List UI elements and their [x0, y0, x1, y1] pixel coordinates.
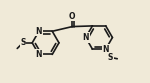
Text: S: S [108, 53, 113, 62]
Text: N: N [36, 50, 42, 59]
Text: N: N [36, 27, 42, 36]
Text: N: N [82, 33, 89, 42]
Text: O: O [69, 12, 76, 21]
Text: S: S [20, 38, 26, 47]
Text: N: N [102, 45, 109, 54]
